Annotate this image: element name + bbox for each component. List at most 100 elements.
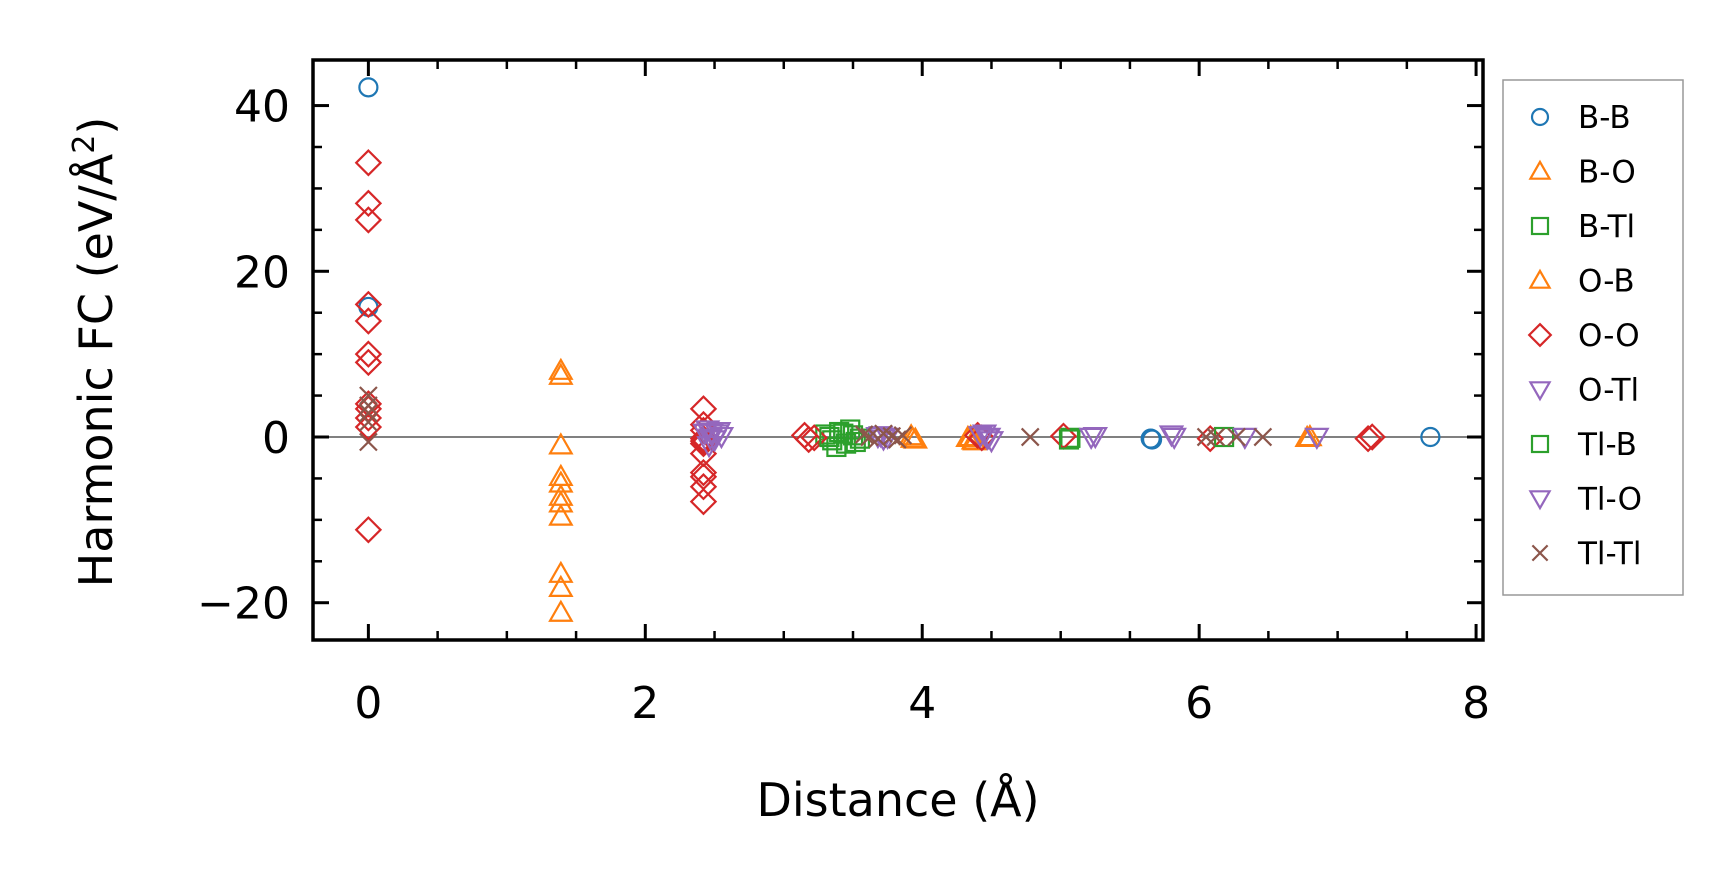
data-point: [359, 396, 378, 415]
data-point: [697, 428, 724, 451]
data-point: [689, 487, 718, 516]
legend-box: [1502, 79, 1684, 596]
x-tick-label: 0: [354, 678, 382, 729]
legend-marker: [1528, 490, 1552, 511]
data-point: [689, 429, 718, 458]
data-point: [354, 307, 383, 335]
data-point: [354, 149, 383, 177]
data-point: [548, 483, 574, 506]
data-point: [1082, 426, 1109, 450]
data-point: [354, 189, 383, 218]
data-point: [548, 463, 574, 486]
legend-marker: [1531, 544, 1549, 562]
data-point: [359, 432, 378, 452]
data-point: [854, 425, 874, 444]
data-point: [689, 458, 718, 487]
series-tl-tl: [359, 386, 1273, 452]
data-point: [800, 424, 828, 452]
data-point: [1158, 425, 1185, 448]
x-tick-label: 4: [908, 678, 936, 729]
y-tick-label: 0: [262, 413, 290, 464]
y-tick-label: 20: [234, 247, 290, 298]
data-point: [548, 490, 574, 513]
legend-marker: [1527, 322, 1553, 348]
data-point: [1141, 429, 1163, 450]
plot-frame: [311, 58, 1485, 642]
data-point: [1161, 427, 1187, 451]
x-tick-label: 2: [631, 678, 659, 729]
data-point: [548, 432, 574, 455]
data-point: [354, 348, 383, 377]
data-point: [548, 503, 574, 526]
legend-label: B-O: [1578, 155, 1636, 191]
data-point: [1420, 426, 1441, 448]
data-point: [1060, 427, 1081, 448]
y-tick-label: 40: [234, 82, 290, 133]
data-point: [893, 426, 913, 445]
data-point: [692, 423, 718, 446]
data-point: [354, 413, 383, 441]
x-axis-title: Distance (Å): [756, 773, 1039, 827]
tick-labels: 0 2 4 6 8 −20 0 20 40: [197, 82, 1490, 729]
data-point: [1253, 427, 1273, 447]
data-point: [1304, 427, 1330, 451]
series-b-b: [358, 77, 1441, 450]
x-tick-label: 8: [1462, 678, 1490, 729]
data-point: [358, 296, 379, 318]
data-point: [819, 426, 840, 448]
legend: B-B B-O B-Tl O-B O-O O-Tl Tl-B Tl-O Tl-Tl: [1502, 79, 1684, 596]
data-point: [359, 412, 378, 432]
legend-label: O-Tl: [1578, 373, 1639, 409]
data-point: [354, 516, 383, 544]
legend-label: Tl-B: [1577, 427, 1637, 463]
data-point: [548, 357, 574, 380]
series-b-o: [548, 357, 1320, 622]
data-point: [974, 428, 1001, 451]
data-point: [978, 431, 1005, 454]
data-point: [1358, 423, 1386, 451]
legend-marker: [1530, 216, 1550, 236]
x-tick-label: 6: [1185, 678, 1213, 729]
data-point: [548, 470, 574, 493]
data-point: [548, 362, 574, 385]
data-point: [359, 403, 378, 423]
data-point: [354, 404, 383, 432]
series-o-o: [354, 149, 1386, 544]
legend-marker: [1528, 268, 1552, 289]
data-point: [354, 206, 383, 234]
data-point: [358, 77, 379, 98]
data-point: [359, 386, 378, 405]
data-point: [1058, 429, 1080, 450]
axis-ticks: [313, 60, 1483, 640]
y-tick-label: −20: [197, 579, 290, 630]
legend-marker: [1528, 159, 1552, 180]
legend-label: Tl-O: [1577, 482, 1642, 518]
y-axis-title: Harmonic FC (eV/Å2): [67, 117, 123, 588]
data-point: [354, 290, 383, 319]
series-o-tl: [694, 420, 1187, 459]
data-point: [1354, 424, 1382, 453]
data-point: [1196, 427, 1216, 447]
data-point: [1227, 427, 1246, 447]
data-point: [967, 426, 994, 449]
legend-marker: [1530, 107, 1550, 127]
data-point: [705, 422, 732, 445]
data-point: [955, 424, 981, 448]
legend-label: Tl-Tl: [1577, 536, 1641, 572]
data-point: [354, 340, 383, 368]
legend-label: O-O: [1578, 318, 1640, 354]
legend-label: O-B: [1578, 264, 1635, 300]
data-point: [794, 425, 823, 454]
legend-marker: [1530, 434, 1550, 454]
legend-label: B-B: [1578, 100, 1631, 136]
legend-label: B-Tl: [1578, 209, 1635, 245]
data-point: [1020, 427, 1040, 447]
data-point: [548, 560, 574, 583]
data-point: [899, 425, 926, 448]
data-point: [1297, 423, 1323, 447]
data-point: [1206, 427, 1226, 447]
data-points: [354, 77, 1441, 622]
data-point: [689, 473, 718, 501]
data-point: [548, 599, 574, 622]
